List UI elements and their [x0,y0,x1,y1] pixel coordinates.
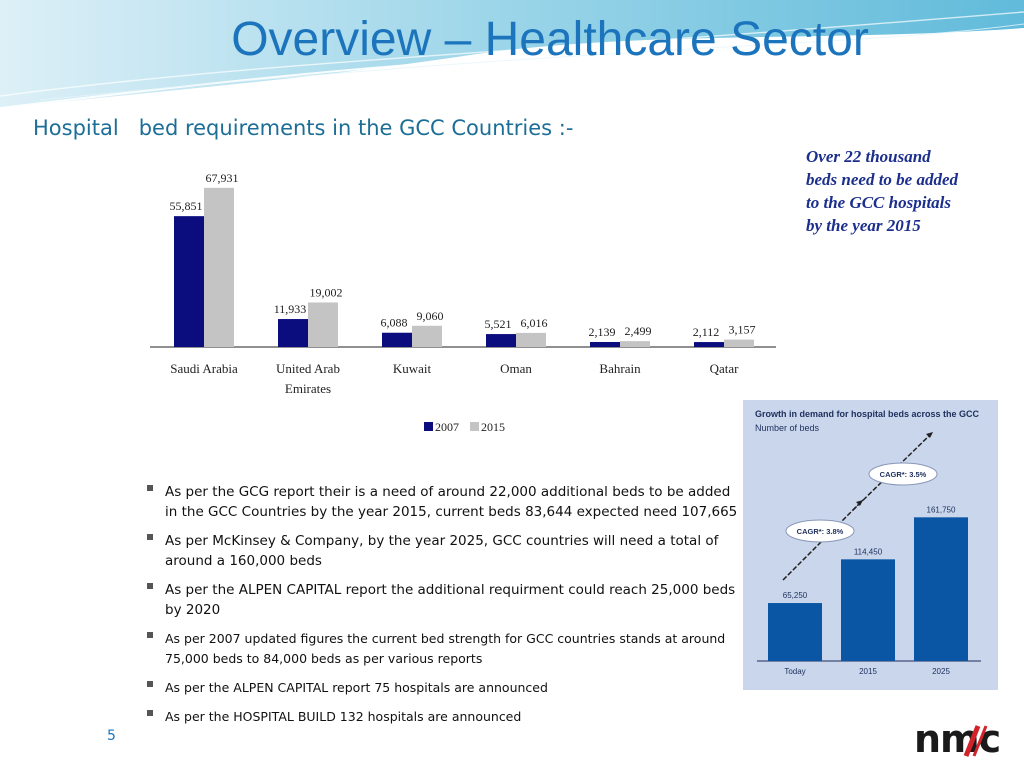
bar-2015 [412,325,442,347]
data-label: 2,112 [693,325,720,339]
cagr-label: CAGR*: 3.8% [797,527,844,536]
category-label: 2015 [859,667,877,676]
bullet-text: As per 2007 updated figures the current … [165,631,726,666]
bullet-text: As per McKinsey & Company, by the year 2… [165,533,719,569]
data-label: 3,157 [729,323,756,337]
callout-line: Over 22 thousand [806,147,931,166]
callout-text: Over 22 thousand beds need to be added t… [806,145,986,237]
bar-2007 [694,342,724,347]
bar-2007 [382,332,412,347]
data-label: 2,499 [625,324,652,338]
cagr-label: CAGR*: 3.5% [880,470,927,479]
category-label: 2025 [932,667,950,676]
bullet-marker [147,534,153,540]
legend-swatch-2015 [470,422,479,431]
cagr-badge [785,519,855,543]
bullet-text: As per the ALPEN CAPITAL report 75 hospi… [165,680,548,695]
bar-2015 [724,339,754,347]
bullet-text: As per the GCG report their is a need of… [165,484,738,520]
bar-2007 [590,341,620,347]
data-label: 11,933 [274,302,307,316]
slide-subtitle: Hospital bed requirements in the GCC Cou… [33,116,574,140]
data-label: 2,139 [589,325,616,339]
bullet-item: As per the HOSPITAL BUILD 132 hospitals … [145,707,740,727]
category-label: Emirates [285,381,331,396]
bullet-item: As per the ALPEN CAPITAL report the addi… [145,580,740,620]
bar-2015 [516,332,546,347]
bullet-text: As per the HOSPITAL BUILD 132 hospitals … [165,709,522,724]
data-label: 65,250 [783,591,808,600]
legend-label: 2007 [435,420,459,434]
callout-line: to the GCC hospitals [806,193,952,212]
category-label: Oman [500,361,532,376]
bar-2007 [174,216,204,347]
bar-2007 [278,319,308,347]
bed-requirements-chart-panel: 55,851 67,931 Saudi Arabia 11,933 19,002 Unit… [128,143,978,445]
page-number: 5 [107,728,116,744]
svg-text:nmc: nmc [914,717,1000,761]
bar-2015 [308,302,338,347]
growth-bar [914,517,968,661]
bullet-marker [147,485,153,491]
data-label: 19,002 [310,285,343,299]
category-label: Today [784,667,805,676]
cagr-badge [868,462,938,486]
bullet-text: As per the ALPEN CAPITAL report the addi… [165,582,736,618]
bar-2015 [620,341,650,347]
bar-2015 [204,187,234,347]
category-label: United Arab [276,361,340,376]
growth-bar [841,559,895,661]
bullet-item: As per 2007 updated figures the current … [145,629,740,669]
category-label: Kuwait [393,361,432,376]
category-label: Bahrain [599,361,641,376]
category-label: Saudi Arabia [170,361,238,376]
cagr-arrow-2-head [926,432,933,438]
bullet-list: As per the GCG report their is a need of… [145,482,740,727]
bullet-marker [147,681,153,687]
bullet-marker [147,632,153,638]
legend-swatch-2007 [424,422,433,431]
data-label: 114,450 [854,547,883,556]
bullet-item: As per the ALPEN CAPITAL report 75 hospi… [145,678,740,698]
bullet-item: As per the GCG report their is a need of… [145,482,740,522]
data-label: 67,931 [206,171,239,185]
growth-bar [768,603,822,661]
header-wave-decoration [0,0,1024,109]
data-label: 6,088 [381,316,408,330]
category-label: Qatar [710,361,740,376]
bullet-marker [147,583,153,589]
bullet-marker [147,710,153,716]
data-label: 9,060 [417,309,444,323]
callout-line: beds need to be added [806,170,959,189]
data-label: 55,851 [170,199,203,213]
chart-subtitle: Number of beds [755,423,820,433]
data-label: 6,016 [521,316,548,330]
bullet-item: As per McKinsey & Company, by the year 2… [145,531,740,571]
growth-demand-chart-panel: Growth in demand for hospital beds acros… [743,400,998,690]
bar-2007 [486,334,516,347]
data-label: 161,750 [927,505,956,514]
slide-title: Overview – Healthcare Sector [231,13,869,66]
callout-line: by the year 2015 [806,216,921,235]
cagr-arrow-2 [852,431,934,511]
legend-label: 2015 [481,420,505,434]
nmc-logo: nmc [908,712,1018,764]
data-label: 5,521 [485,317,512,331]
growth-demand-chart: Growth in demand for hospital beds acros… [755,409,981,676]
chart-title: Growth in demand for hospital beds acros… [755,409,980,419]
